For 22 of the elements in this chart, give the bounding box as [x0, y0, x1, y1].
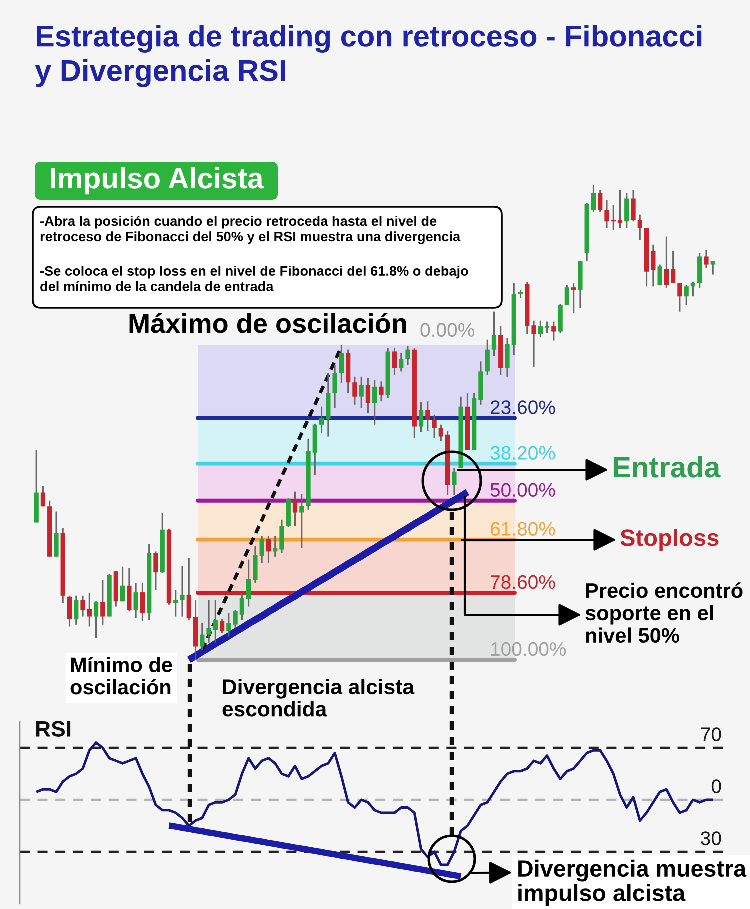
chart-subtitle: Impulso Alcista [51, 167, 264, 195]
annotation: Entrada [614, 456, 721, 478]
annotation: Stoploss [620, 528, 719, 552]
ref-line-label: 70 [701, 728, 722, 742]
annotation: 61.80% [490, 522, 556, 536]
text: Divergencia alcista escondida [222, 678, 415, 717]
ref-line-label: 30 [701, 832, 722, 846]
annotation: 78.60% [490, 575, 556, 590]
annotation: 38.20% [490, 446, 556, 460]
annotation: Máximo de oscilación [130, 313, 406, 334]
annotation: Mínimo de oscilación [70, 656, 172, 695]
annotation: 0.00% [420, 323, 474, 338]
chart-title: Estrategia de trading con retroceso - Fibonacci y Divergencia RSI [35, 25, 702, 88]
chart-title: RSI [36, 721, 71, 737]
annotation: 0 [712, 780, 722, 794]
annotation: Divergencia muestra impulso alcista [518, 860, 747, 906]
annotation: -Se coloca el stop loss en el nivel de Fibonacci del 61.8% o debajo del mínimo de la candela de entrada [40, 266, 468, 292]
annotation: 23.60% [490, 400, 556, 414]
annotation: 100.00% [491, 642, 566, 656]
annotation: 50.00% [490, 483, 556, 498]
annotation: Precio encontró soporte en el nivel 50% [586, 582, 743, 644]
annotation: -Abra la posición cuando el precio retroceda hasta el nivel de retroceso de Fibonacci del 50% y el RSI muestra una divergencia [40, 216, 461, 244]
